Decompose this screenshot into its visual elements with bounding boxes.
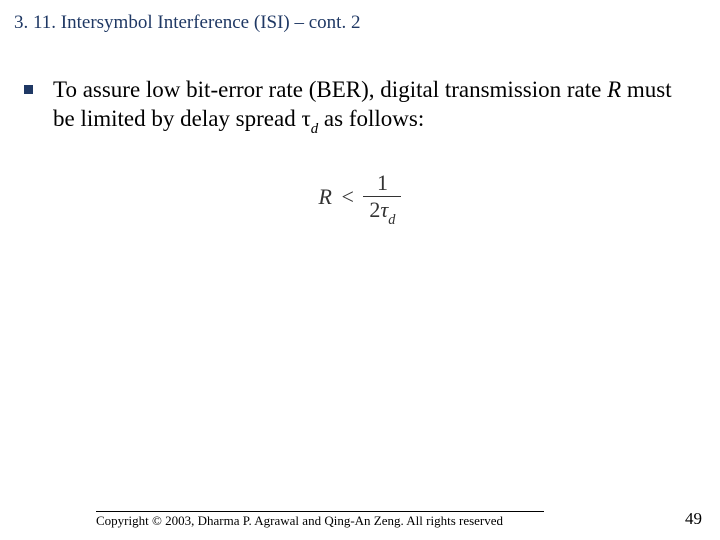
formula-denominator: 2τd xyxy=(363,196,401,227)
formula-area: R < 1 2τd xyxy=(0,170,720,227)
formula-lt: < xyxy=(338,184,358,209)
bullet-R: R xyxy=(607,77,621,102)
bullet-post: as follows: xyxy=(318,106,424,131)
bullet-pre: To assure low bit-error rate (BER), digi… xyxy=(53,77,607,102)
slide-title: 3. 11. Intersymbol Interference (ISI) – … xyxy=(14,12,360,34)
copyright-text: Copyright © 2003, Dharma P. Agrawal and … xyxy=(96,513,503,529)
footer-rule xyxy=(96,511,544,512)
bullet-tau-sub: d xyxy=(311,121,318,137)
formula: R < 1 2τd xyxy=(319,170,402,227)
slide: 3. 11. Intersymbol Interference (ISI) – … xyxy=(0,0,720,540)
formula-R: R xyxy=(319,184,332,209)
bullet-text: To assure low bit-error rate (BER), digi… xyxy=(53,76,694,137)
formula-den-sub: d xyxy=(388,212,395,228)
formula-numerator: 1 xyxy=(363,170,401,196)
bullet-tau: τ xyxy=(301,106,310,131)
square-bullet-icon xyxy=(24,85,33,94)
bullet-item: To assure low bit-error rate (BER), digi… xyxy=(24,76,694,137)
page-number: 49 xyxy=(685,509,702,529)
formula-den-coeff: 2 xyxy=(369,197,380,222)
body-area: To assure low bit-error rate (BER), digi… xyxy=(24,76,694,137)
formula-fraction: 1 2τd xyxy=(363,170,401,227)
bullet-rect xyxy=(24,85,33,94)
